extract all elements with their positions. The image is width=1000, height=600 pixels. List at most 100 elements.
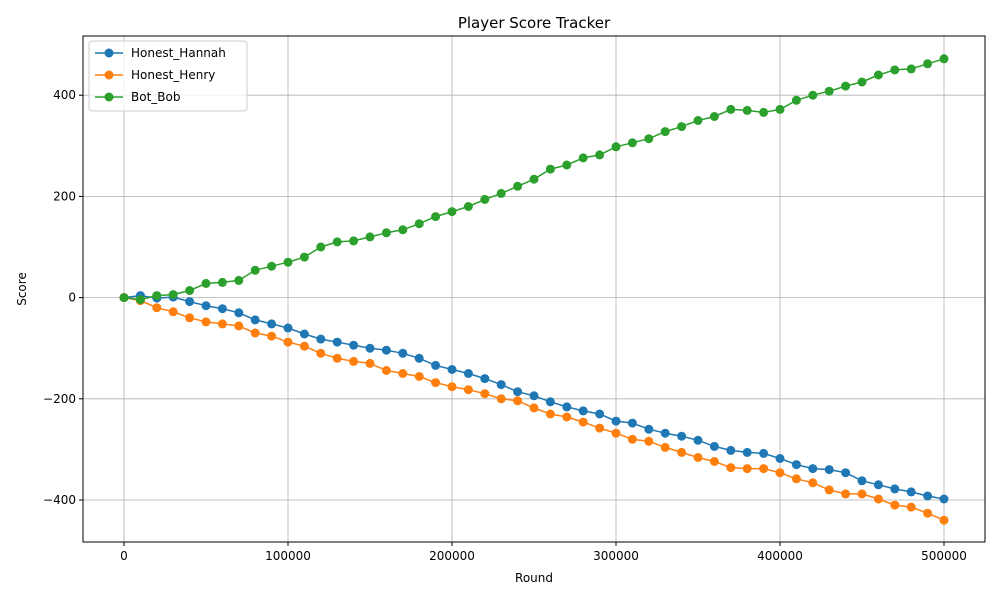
data-point-bot-bob [857, 77, 867, 87]
legend-marker-honest-hannah [104, 48, 114, 58]
data-point-honest-henry [480, 389, 490, 399]
data-point-honest-hannah [217, 304, 227, 314]
legend-box [88, 40, 248, 112]
data-point-bot-bob [480, 194, 490, 204]
data-point-honest-hannah [677, 431, 687, 441]
data-point-honest-henry [791, 474, 801, 484]
data-point-honest-henry [365, 358, 375, 368]
data-point-honest-hannah [250, 315, 260, 325]
legend-label-honest-henry: Honest_Henry [131, 68, 215, 82]
data-point-honest-henry [381, 366, 391, 375]
data-point-bot-bob [398, 225, 408, 235]
data-point-honest-hannah [545, 397, 555, 407]
x-tick-label: 100000 [265, 549, 311, 563]
data-point-honest-hannah [185, 297, 195, 307]
data-point-honest-henry [201, 317, 211, 327]
data-point-honest-hannah [562, 402, 572, 412]
data-point-honest-henry [693, 453, 703, 462]
legend-marker-honest-henry [104, 70, 114, 80]
data-point-honest-hannah [939, 494, 949, 504]
data-point-honest-hannah [496, 380, 506, 390]
data-point-honest-hannah [480, 374, 490, 384]
data-point-honest-henry [185, 313, 195, 323]
data-point-honest-hannah [726, 445, 736, 455]
data-point-honest-henry [775, 468, 785, 478]
data-point-bot-bob [775, 104, 785, 114]
data-point-honest-henry [349, 356, 359, 366]
data-point-honest-henry [644, 436, 654, 446]
data-point-honest-henry [595, 423, 605, 433]
data-point-bot-bob [660, 127, 670, 137]
data-point-bot-bob [217, 277, 227, 287]
x-tick-label: 400000 [757, 549, 803, 563]
x-tick-label: 300000 [593, 549, 639, 563]
data-point-honest-henry [660, 442, 670, 452]
data-point-bot-bob [168, 290, 178, 300]
data-point-honest-hannah [578, 406, 588, 416]
data-point-honest-henry [857, 489, 867, 499]
data-point-honest-henry [562, 412, 572, 422]
data-point-honest-henry [463, 385, 473, 395]
data-point-honest-hannah [644, 424, 654, 434]
legend-marker-bot-bob [104, 92, 114, 102]
data-point-honest-henry [234, 321, 244, 331]
data-point-bot-bob [152, 291, 162, 301]
data-point-honest-hannah [808, 464, 818, 474]
data-point-bot-bob [234, 275, 244, 285]
data-point-honest-hannah [234, 308, 244, 318]
data-point-honest-henry [398, 369, 408, 378]
series-bot-bob [119, 54, 949, 305]
grid [83, 36, 985, 542]
data-point-bot-bob [545, 164, 555, 174]
data-point-bot-bob [316, 242, 326, 252]
y-tick-label: 400 [53, 88, 76, 102]
data-point-bot-bob [841, 81, 851, 91]
data-point-bot-bob [939, 54, 949, 64]
data-point-honest-henry [611, 428, 621, 438]
data-point-bot-bob [332, 237, 342, 247]
x-tick-label: 500000 [921, 549, 967, 563]
data-point-honest-henry [677, 447, 687, 457]
data-point-bot-bob [693, 116, 703, 125]
plot-frame [82, 35, 986, 543]
data-point-bot-bob [463, 202, 473, 211]
data-point-honest-hannah [513, 387, 523, 397]
series-honest-hannah [119, 291, 949, 504]
data-point-honest-hannah [381, 345, 391, 355]
data-point-honest-henry [431, 378, 441, 388]
data-point-honest-hannah [627, 418, 637, 428]
data-point-honest-hannah [463, 369, 473, 378]
data-point-honest-henry [283, 337, 293, 347]
data-point-honest-hannah [759, 448, 769, 458]
data-point-honest-hannah [775, 454, 785, 463]
data-point-honest-henry [168, 307, 178, 317]
data-point-honest-hannah [857, 476, 867, 486]
data-point-honest-henry [824, 485, 834, 495]
legend-entry-honest-hannah: Honest_Hannah [95, 46, 226, 60]
data-point-honest-hannah [349, 340, 359, 350]
data-point-bot-bob [283, 257, 293, 267]
data-point-bot-bob [906, 64, 916, 74]
data-point-honest-hannah [332, 337, 342, 347]
data-point-bot-bob [726, 104, 736, 114]
data-point-honest-hannah [890, 484, 900, 494]
plot-series [119, 54, 949, 525]
data-point-honest-henry [217, 319, 227, 329]
y-axis-label: Score [15, 272, 29, 306]
y-tick-label: 0 [68, 291, 76, 305]
data-point-honest-hannah [660, 428, 670, 438]
data-point-bot-bob [414, 219, 424, 229]
data-point-bot-bob [365, 232, 375, 242]
x-tick-label: 200000 [429, 549, 475, 563]
data-point-bot-bob [529, 174, 539, 184]
data-point-honest-henry [496, 394, 506, 404]
chart-title: Player Score Tracker [458, 14, 611, 32]
data-point-honest-henry [759, 464, 769, 474]
x-tick-label: 0 [120, 549, 128, 563]
data-point-bot-bob [890, 65, 900, 75]
axis-ticks: 0 100000 200000 300000 400000 500000 −400 −200 0… [43, 88, 967, 563]
data-point-honest-henry [923, 508, 933, 518]
legend-entry-bot-bob: Bot_Bob [95, 90, 180, 104]
data-point-honest-henry [627, 434, 637, 444]
